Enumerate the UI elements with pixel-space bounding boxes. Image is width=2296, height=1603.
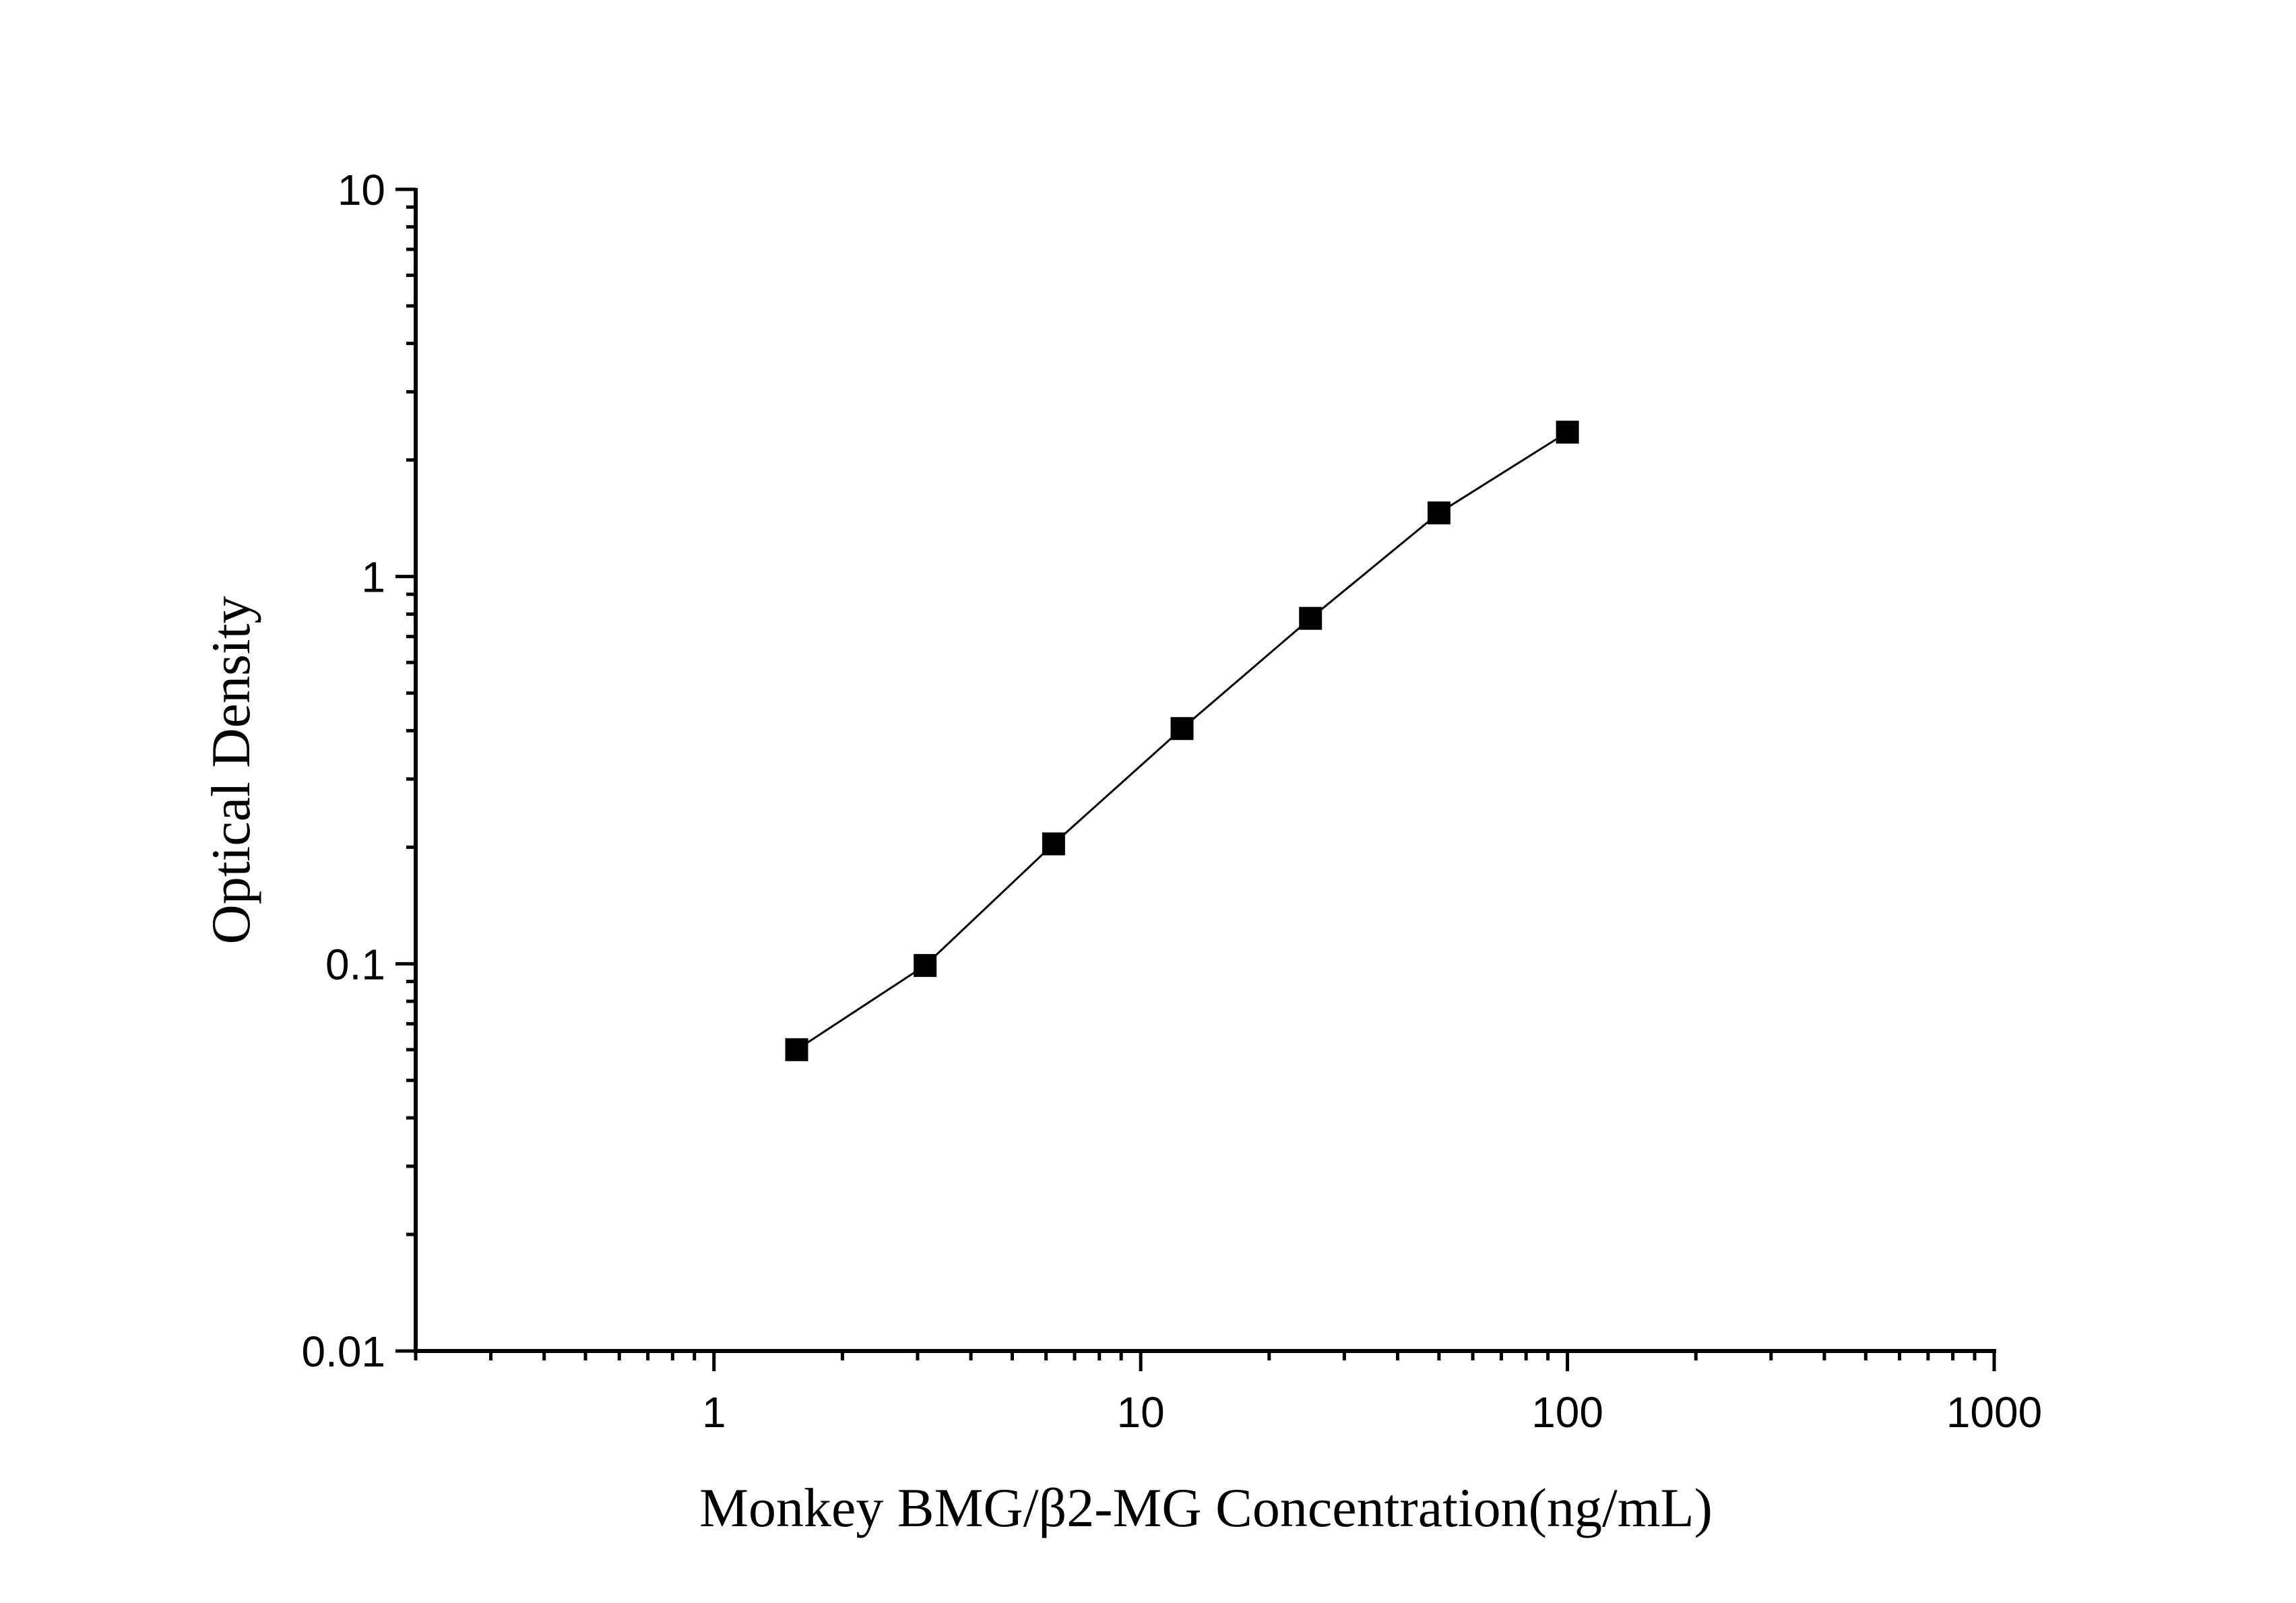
y-tick-label: 0.1 (325, 940, 385, 988)
data-point (1042, 832, 1065, 856)
data-point (1299, 606, 1322, 630)
data-point (1556, 420, 1579, 444)
y-tick-label: 1 (361, 553, 385, 602)
data-point (914, 953, 937, 977)
x-tick-label: 100 (1531, 1388, 1603, 1437)
y-axis-title: Optical Density (200, 596, 261, 945)
data-point (785, 1038, 808, 1061)
y-tick-label: 10 (338, 166, 385, 214)
x-tick-label: 10 (1117, 1388, 1165, 1437)
x-tick-label: 1 (702, 1388, 726, 1437)
x-tick-label: 1000 (1946, 1388, 2042, 1437)
x-axis-title: Monkey BMG/β2-MG Concentration(ng/mL) (699, 1477, 1713, 1538)
series-line (796, 431, 1568, 1051)
data-point (1427, 501, 1450, 525)
y-tick-label: 0.01 (301, 1327, 385, 1376)
data-point (1170, 717, 1194, 741)
